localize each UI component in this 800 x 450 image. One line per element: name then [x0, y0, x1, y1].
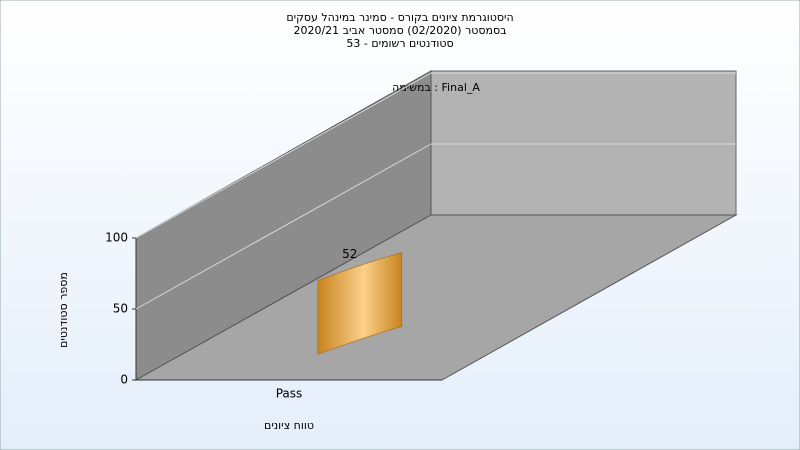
- x-tick-label: Pass: [276, 387, 303, 401]
- bar: [317, 252, 403, 355]
- annotation: במשימה : Final_A: [392, 81, 480, 94]
- x-axis-label: טווח ציונים: [264, 419, 314, 432]
- y-tick-label: 50: [113, 302, 128, 316]
- value-label: 52: [342, 247, 357, 261]
- y-tick-label: 100: [105, 231, 128, 245]
- y-axis-label: מספר סטודנטים: [57, 272, 70, 348]
- grid-line: [135, 143, 432, 310]
- title-line: בסמסטר (02/2020) סמסטר אביב 2020/21: [293, 24, 506, 37]
- title-line: סטודנטים רשומים - 53: [346, 37, 453, 50]
- y-tick-label: 0: [120, 373, 128, 387]
- grid-line: [135, 72, 432, 239]
- title-line: היסטוגרמת ציונים בקורס - סמינר במינהל עס…: [286, 11, 513, 24]
